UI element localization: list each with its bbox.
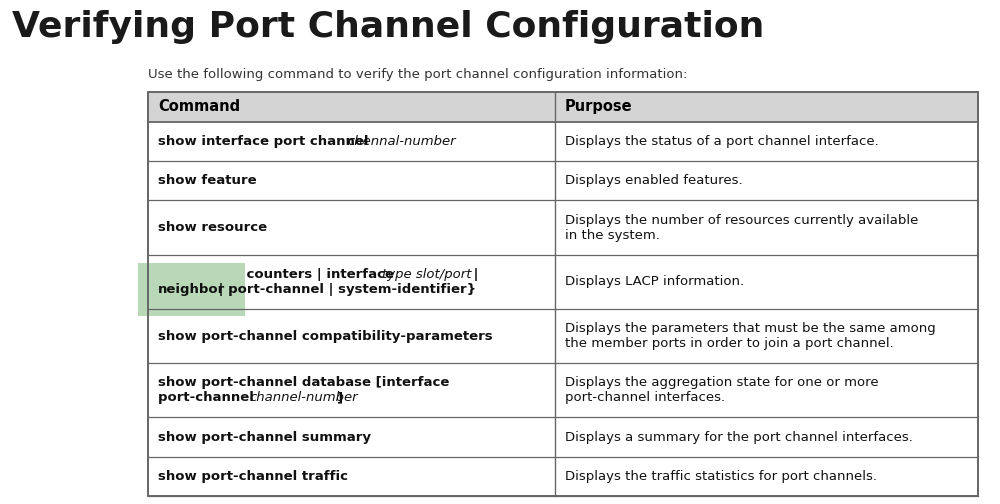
Bar [148,255,978,309]
Bar [148,309,978,363]
Text: port-channel interfaces.: port-channel interfaces. [565,391,725,404]
Text: Use the following command to verify the port channel configuration information:: Use the following command to verify the … [148,68,687,81]
Text: show lacp {counters | interface: show lacp {counters | interface [158,268,399,281]
Bar [148,122,978,161]
Bar [148,457,978,496]
Text: show interface port channel: show interface port channel [158,135,368,148]
Bar [148,92,978,496]
Bar [148,92,978,122]
Text: show port-channel summary: show port-channel summary [158,430,371,444]
Bar [148,92,978,496]
Bar [148,363,978,417]
Text: Displays the traffic statistics for port channels.: Displays the traffic statistics for port… [565,470,877,483]
Text: show resource: show resource [158,221,267,234]
Text: type slot/port: type slot/port [382,268,472,281]
Text: Displays a summary for the port channel interfaces.: Displays a summary for the port channel … [565,430,913,444]
Bar [148,161,978,201]
Text: Displays the number of resources currently available: Displays the number of resources current… [565,214,918,227]
Text: Displays the parameters that must be the same among: Displays the parameters that must be the… [565,322,936,335]
Text: channel-number: channel-number [249,391,358,404]
Text: |: | [469,268,478,281]
Text: Displays LACP information.: Displays LACP information. [565,275,744,288]
Text: the member ports in order to join a port channel.: the member ports in order to join a port… [565,337,894,350]
Text: port-channel: port-channel [158,391,258,404]
Text: chennal-number: chennal-number [347,135,456,148]
Text: show port-channel compatibility-parameters: show port-channel compatibility-paramete… [158,330,493,343]
Text: ]: ] [336,391,342,404]
Text: neighbor: neighbor [158,283,225,296]
Text: Displays enabled features.: Displays enabled features. [565,174,743,187]
Text: Command: Command [158,99,240,114]
Text: show feature: show feature [158,174,257,187]
Text: | port-channel | system-identifier}: | port-channel | system-identifier} [214,283,476,296]
Text: Displays the status of a port channel interface.: Displays the status of a port channel in… [565,135,879,148]
Text: show port-channel database [interface: show port-channel database [interface [158,376,449,389]
Text: Displays the aggregation state for one or more: Displays the aggregation state for one o… [565,376,879,389]
Text: in the system.: in the system. [565,229,660,241]
Bar [148,417,978,457]
Text: show port-channel traffic: show port-channel traffic [158,470,348,483]
Text: Purpose: Purpose [565,99,633,114]
Bar [148,201,978,255]
Text: Verifying Port Channel Configuration: Verifying Port Channel Configuration [12,10,764,44]
